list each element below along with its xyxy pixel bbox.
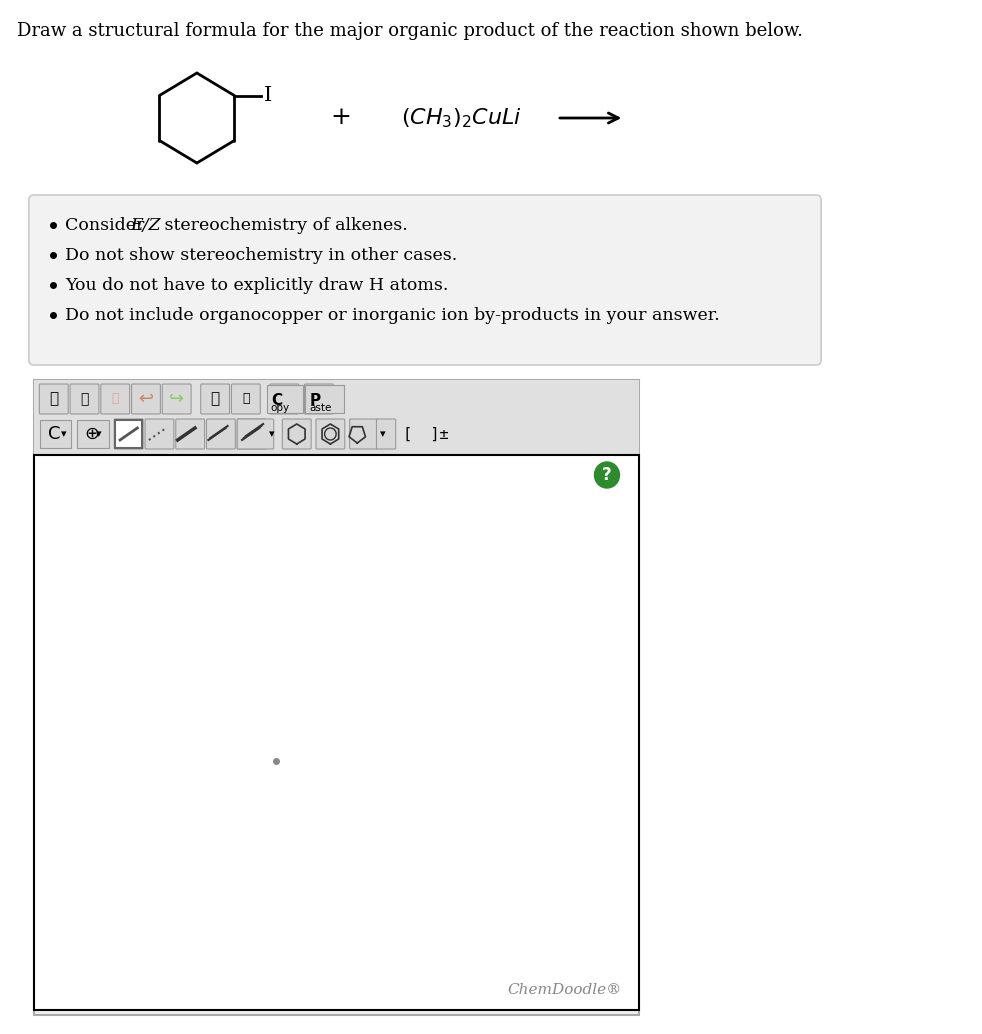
Bar [77,420,109,448]
FancyBboxPatch shape [114,419,143,449]
Bar [40,420,71,448]
Bar [115,420,142,448]
Text: Draw a structural formula for the major organic product of the reaction shown be: Draw a structural formula for the major … [18,22,803,40]
Text: You do not have to explicitly draw H atoms.: You do not have to explicitly draw H ato… [66,276,449,294]
Text: C: C [48,425,61,443]
Text: 🔍: 🔍 [243,393,249,405]
FancyBboxPatch shape [132,384,160,414]
Bar [33,381,638,1015]
Text: ✋: ✋ [49,392,58,406]
FancyBboxPatch shape [304,384,333,414]
Text: C: C [271,393,282,408]
FancyBboxPatch shape [145,419,174,449]
FancyBboxPatch shape [200,384,230,414]
FancyBboxPatch shape [350,419,378,449]
Text: Do not show stereochemistry in other cases.: Do not show stereochemistry in other cas… [66,246,458,264]
FancyBboxPatch shape [376,419,396,449]
FancyBboxPatch shape [70,384,99,414]
Text: P: P [309,393,320,408]
Text: 🩹: 🩹 [112,393,119,405]
Text: 🧪: 🧪 [81,392,88,406]
Bar [33,455,638,1010]
Text: 🔍: 🔍 [210,392,220,406]
FancyBboxPatch shape [162,384,191,414]
Text: ↩: ↩ [138,390,153,408]
Bar [305,385,344,413]
Text: ChemDoodle®: ChemDoodle® [507,983,622,997]
FancyBboxPatch shape [316,419,345,449]
FancyBboxPatch shape [206,419,236,449]
Text: Do not include organocopper or inorganic ion by-products in your answer.: Do not include organocopper or inorganic… [66,306,720,324]
FancyBboxPatch shape [283,419,311,449]
Text: ⊕: ⊕ [84,425,99,443]
Text: stereochemistry of alkenes.: stereochemistry of alkenes. [159,216,409,234]
Circle shape [594,462,620,488]
Bar [33,381,638,455]
Text: ↪: ↪ [169,390,185,408]
FancyBboxPatch shape [176,419,204,449]
Text: ▾: ▾ [380,429,386,439]
FancyBboxPatch shape [28,195,821,365]
Text: +: + [331,107,352,129]
Text: $(CH_3)_2CuLi$: $(CH_3)_2CuLi$ [401,107,521,130]
Text: Consider: Consider [66,216,150,234]
Text: opy: opy [271,403,290,413]
FancyBboxPatch shape [238,419,274,449]
Bar [267,385,303,413]
Text: aste: aste [309,403,332,413]
FancyBboxPatch shape [238,419,266,449]
Text: I: I [264,86,272,105]
Text: ?: ? [602,466,612,484]
FancyBboxPatch shape [270,384,299,414]
Text: ▾: ▾ [62,429,67,439]
FancyBboxPatch shape [232,384,260,414]
Text: ▾: ▾ [269,429,275,439]
FancyBboxPatch shape [101,384,130,414]
Text: ▾: ▾ [96,429,102,439]
FancyBboxPatch shape [39,384,68,414]
Text: [  ]±: [ ]± [404,426,449,442]
Text: E/Z: E/Z [131,216,161,234]
